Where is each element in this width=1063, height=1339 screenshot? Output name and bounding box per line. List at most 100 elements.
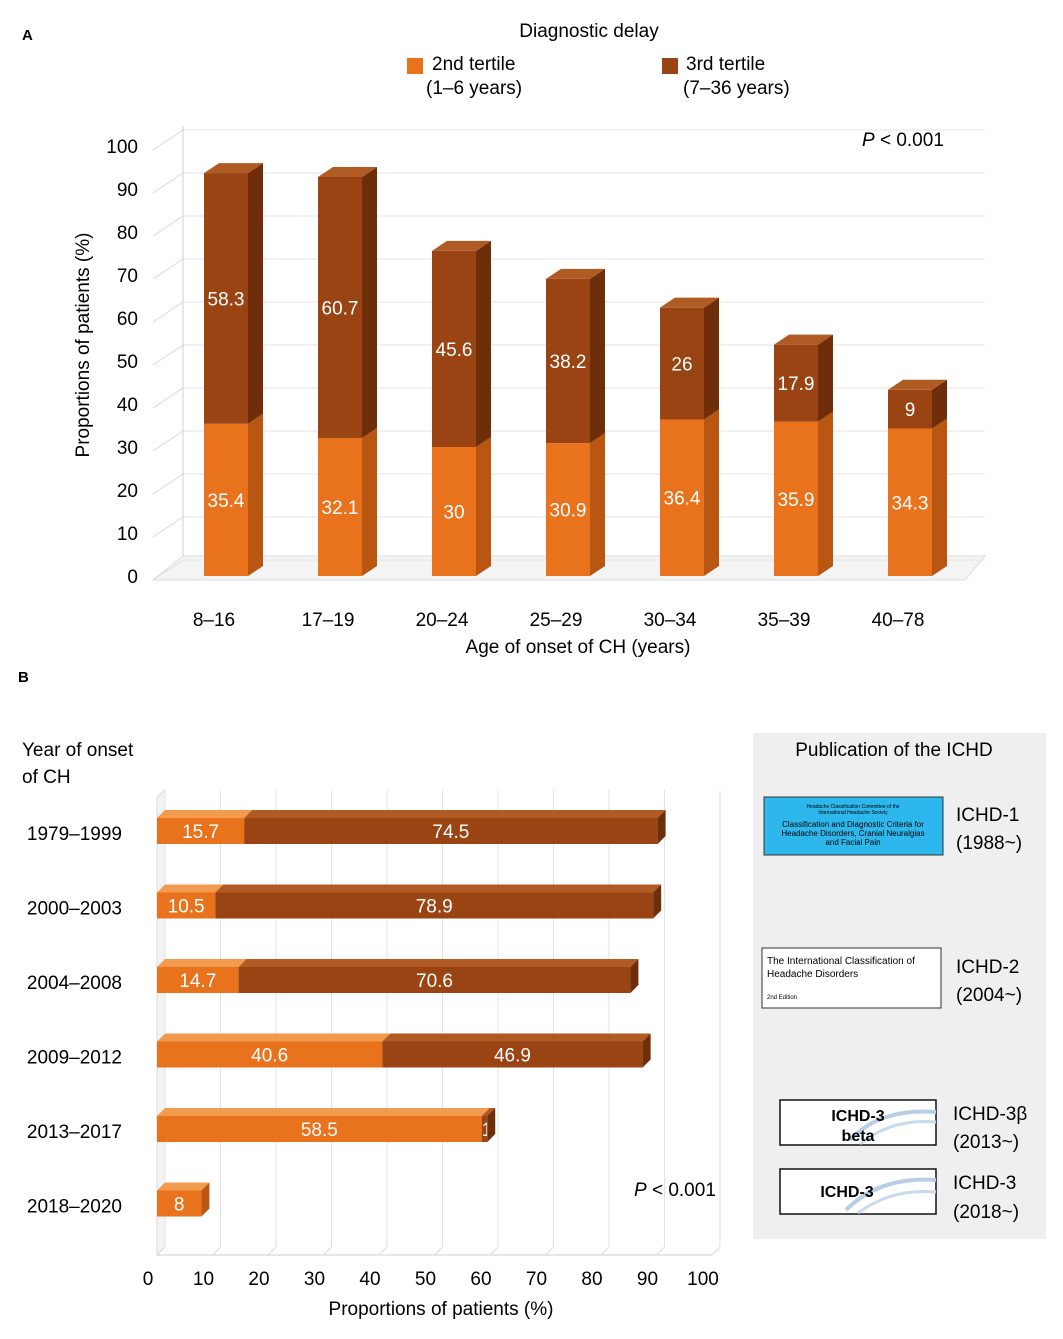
chart-b-y-tick-label: 2000–2003 [27,899,122,920]
chart-a-gridline-side [152,559,184,581]
chart-b-x-ticks: 0 10 20 30 40 50 60 70 80 90 100 [143,1269,719,1290]
bar-segment-3rd-tertile [774,344,818,422]
bar-segment-2nd-tertile [546,443,590,576]
ichd-3-beta-cover-subtitle: beta [842,1128,875,1145]
bar-segment-2nd-tertile-side [248,413,263,576]
chart-a-x-tick-label: 25–29 [530,610,583,631]
bar-segment-2nd-tertile [157,818,245,844]
chart-a-y-tick-label: 0 [127,567,138,588]
bar-end-face [487,1108,496,1142]
bar-value-label: 9 [905,400,916,421]
chart-b-gridline-floor [378,1246,388,1256]
chart-b-x-tick-label: 60 [470,1269,491,1290]
chart-b-p-value: P < 0.001 [634,1180,716,1201]
bar-segment-2nd-tertile-side [590,433,605,576]
chart-b-x-tick-label: 80 [581,1269,602,1290]
chart-b-y-tick-label: 2013–2017 [27,1122,122,1143]
ichd-3-cover-swoosh [844,1177,937,1212]
bar-top-face [660,297,719,308]
chart-a-y-tick-label: 70 [117,266,138,287]
bar-value-label: 60.7 [322,298,359,319]
bar-value-label: 58.3 [208,289,245,310]
ichd-3-beta-cover-title: ICHD-3 [831,1108,884,1125]
ichd-3-cover-title: ICHD-3 [820,1184,873,1201]
bar-value-label: 58.5 [301,1120,338,1141]
bar-segment-3rd-tertile [481,1116,488,1142]
bar-value-label: 78.9 [416,897,453,918]
panel-label-b: B [18,669,29,686]
bar-value-label: 46.9 [494,1046,531,1067]
bar-value-label: 0 [207,1195,218,1216]
chart-a-y-tick-label: 90 [117,180,138,201]
bar-end-face [630,959,639,993]
bar-segment-2nd-tertile-top [157,810,253,818]
bar-end-face [653,884,662,919]
chart-b-x-tick-label: 10 [193,1269,214,1290]
chart-b-gridline-floor [212,1246,221,1256]
chart-a-y-tick-label: 60 [117,309,138,330]
bar-value-label: 30 [443,503,464,524]
bar-top-face [774,334,833,345]
bar-value-label: 35.9 [778,490,815,511]
publication-item-ichd-1: Headache Classification Committee of the… [763,796,1022,856]
bar-value-label: 35.4 [208,491,245,512]
ichd-2-cover-line: The International Classification of [767,956,915,967]
bar-segment-3rd-tertile-top [382,1033,651,1042]
publication-panel-title: Publication of the ICHD [795,740,993,761]
chart-a-bars: 35.4 58.3 32.1 60.7 30 45.6 30.9 38.2 36.4 26 35.9… [204,163,947,576]
chart-a-x-tick-label: 35–39 [758,610,811,631]
legend-range-3rd-tertile: (7–36 years) [683,78,790,99]
ichd-3-beta-years: (2013~) [953,1132,1019,1153]
chart-a-x-tick-label: 30–34 [644,610,697,631]
bar-segment-2nd-tertile [157,1041,383,1068]
chart-a-x-tick-label: 17–19 [302,610,355,631]
legend-label-3rd-tertile: 3rd tertile [686,54,765,75]
bar-segment-2nd-tertile-top [157,884,224,893]
ichd-2-years: (2004~) [956,985,1022,1006]
chart-a-y-tick-label: 20 [117,481,138,502]
ichd-3-cover-swoosh [857,1189,937,1215]
chart-a-p-value-symbol: P [862,130,875,151]
ichd-3-label: ICHD-3 [953,1173,1016,1194]
bar-segment-2nd-tertile-top [157,1182,210,1191]
bar-top-face [318,166,377,177]
bar-end-face [657,810,666,844]
bar-value-label: 26 [671,355,692,376]
chart-a-p-value-text: < 0.001 [875,130,944,151]
chart-a-x-tick-label: 20–24 [416,610,469,631]
ichd-3-years: (2018~) [953,1202,1019,1223]
legend-item-3rd-tertile: 3rd tertile (7–36 years) [662,54,790,99]
legend-title: Diagnostic delay [519,21,659,42]
chart-a-x-tick-label: 8–16 [193,610,235,631]
chart-a-y-tick-label: 10 [117,524,138,545]
bar-segment-2nd-tertile-top [157,1033,391,1042]
bar-segment-2nd-tertile [157,967,239,993]
bar-segment-3rd-tertile-top [238,959,639,967]
bar-value-label: 74.5 [432,822,469,843]
chart-a-y-tick-label: 40 [117,395,138,416]
chart-a-y-axis-title: Proportions of patients (%) [73,233,94,458]
panel-label-a: A [22,27,33,44]
bar-segment-3rd-tertile-side [590,268,605,444]
chart-b-gridline-floor [267,1246,277,1256]
chart-b-p-value-symbol: P [634,1180,647,1201]
bar-segment-3rd-tertile [204,173,248,424]
bar-value-label: 38.2 [550,352,587,373]
chart-b-x-axis-title: Proportions of patients (%) [329,1299,554,1320]
chart-b: Year of onset of CH 15.7 74.5 10.5 78.9 14.7… [22,740,721,1320]
bar-segment-3rd-tertile [215,892,654,919]
legend-range-2nd-tertile: (1–6 years) [426,78,522,99]
bar-segment-2nd-tertile [204,423,248,576]
ichd-3-beta-cover-swoosh [848,1109,937,1142]
bar-value-label: 45.6 [436,340,473,361]
chart-a-p-value: P < 0.001 [862,130,944,151]
bar-segment-2nd-tertile [660,419,704,576]
bar-value-label: 15.7 [182,822,219,843]
chart-b-y-ticks: 1979–1999 2000–2003 2004–2008 2009–2012 2013… [27,824,122,1218]
chart-b-y-tick-label: 2009–2012 [27,1048,122,1069]
bar-value-label: 36.4 [664,489,701,510]
bar-segment-2nd-tertile-side [932,418,947,576]
ichd-1-label: ICHD-1 [956,805,1019,826]
ichd-2-cover [761,947,942,1009]
